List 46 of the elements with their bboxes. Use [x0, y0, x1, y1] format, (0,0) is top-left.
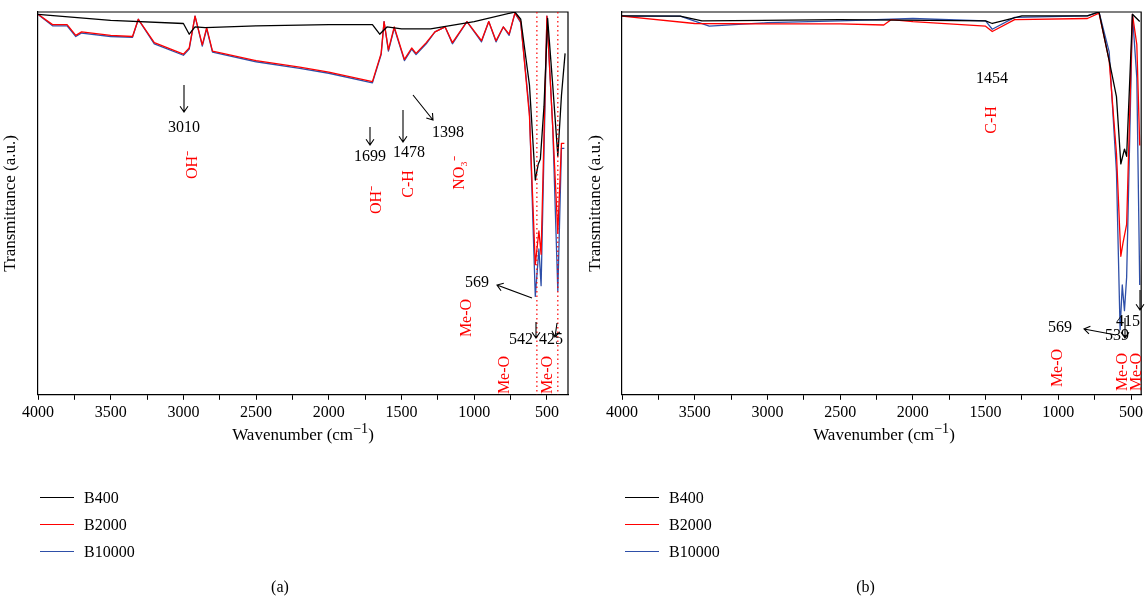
annotation: C-H — [982, 105, 1000, 134]
x-tick-label: 4000 — [606, 402, 638, 420]
legend-label: B2000 — [669, 515, 712, 534]
annotation: 1454 — [976, 69, 1008, 87]
x-tick-label: 2000 — [312, 402, 345, 420]
legend-label: B2000 — [84, 515, 127, 534]
x-axis-title: Wavenumber (cm$^{−1}$) — [231, 420, 375, 445]
x-tick-label: 1000 — [458, 402, 491, 420]
annotation: 3010 — [168, 118, 200, 136]
annotation: Me-O — [538, 355, 556, 395]
annotation: 569 — [465, 273, 489, 291]
annotation: NO₃⁻ — [450, 156, 468, 190]
legend-label: B10000 — [84, 542, 135, 561]
text: (b) — [855, 578, 876, 596]
x-tick-label: 1000 — [1042, 402, 1075, 420]
x-tick-label: 1500 — [385, 402, 418, 420]
legend-label: B400 — [84, 488, 119, 507]
annotation: 1478 — [393, 143, 425, 161]
annotation: 425 — [539, 330, 563, 348]
y-axis-title: Transmittance (a.u.) — [0, 135, 19, 272]
annotation: 1699 — [354, 147, 386, 165]
text: (a) — [270, 578, 290, 596]
annotation: Me-O — [1048, 348, 1066, 388]
x-tick-label: 500 — [1119, 402, 1143, 420]
x-tick-label: 3500 — [94, 402, 127, 420]
annotation: Me-O — [495, 355, 513, 395]
annotation: 569 — [1048, 318, 1072, 336]
annotation: OH⁻ — [367, 185, 385, 215]
x-tick-label: 3000 — [167, 402, 200, 420]
annotation: 542 — [509, 330, 533, 348]
legend-label: B10000 — [669, 542, 720, 561]
annotation: Me-O — [457, 298, 475, 338]
y-axis-title: Transmittance (a.u.) — [584, 135, 604, 272]
x-tick-label: 2500 — [240, 402, 273, 420]
annotation: OH⁻ — [183, 150, 201, 180]
x-tick-label: 3000 — [751, 402, 784, 420]
annotation: C-H — [399, 169, 417, 198]
x-axis-title: Wavenumber (cm$^{−1}$) — [812, 420, 956, 445]
x-tick-label: 500 — [534, 402, 559, 420]
x-tick-label: 2000 — [896, 402, 929, 420]
x-tick-label: 1500 — [969, 402, 1002, 420]
legend-label: B400 — [669, 488, 704, 507]
x-tick-label: 4000 — [22, 402, 54, 420]
x-tick-label: 2500 — [824, 402, 857, 420]
annotation: 1398 — [432, 123, 464, 141]
x-tick-label: 3500 — [678, 402, 711, 420]
